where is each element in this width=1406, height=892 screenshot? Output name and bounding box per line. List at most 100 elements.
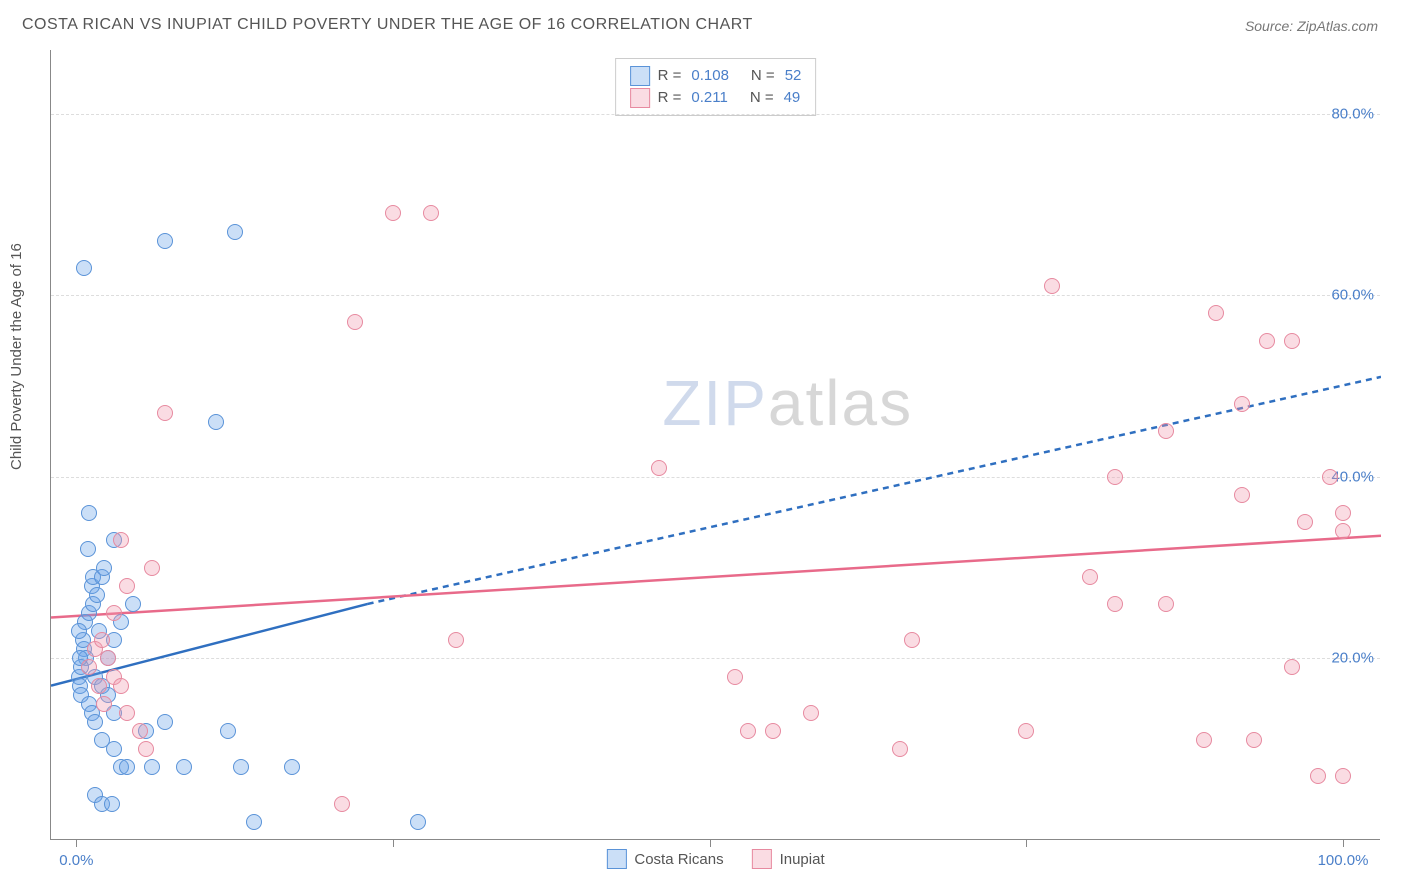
scatter-point bbox=[233, 759, 249, 775]
scatter-point bbox=[1335, 768, 1351, 784]
gridline bbox=[51, 114, 1380, 115]
scatter-point bbox=[80, 541, 96, 557]
legend-swatch-icon bbox=[606, 849, 626, 869]
xtick-label: 0.0% bbox=[59, 852, 93, 869]
legend-item: Costa Ricans bbox=[606, 849, 723, 869]
correlation-legend: R = 0.108 N = 52 R = 0.211 N = 49 bbox=[615, 58, 817, 116]
correlation-legend-row: R = 0.211 N = 49 bbox=[630, 87, 802, 109]
series-legend: Costa Ricans Inupiat bbox=[606, 849, 824, 869]
scatter-point bbox=[125, 596, 141, 612]
scatter-point bbox=[385, 205, 401, 221]
scatter-point bbox=[1284, 659, 1300, 675]
scatter-point bbox=[410, 814, 426, 830]
scatter-point bbox=[96, 696, 112, 712]
chart-title: COSTA RICAN VS INUPIAT CHILD POVERTY UND… bbox=[22, 16, 753, 34]
y-axis-label: Child Poverty Under the Age of 16 bbox=[8, 243, 25, 470]
scatter-point bbox=[1234, 487, 1250, 503]
scatter-point bbox=[220, 723, 236, 739]
watermark-zip: ZIP bbox=[662, 367, 768, 439]
scatter-point bbox=[423, 205, 439, 221]
scatter-point bbox=[803, 705, 819, 721]
scatter-point bbox=[81, 505, 97, 521]
scatter-point bbox=[651, 460, 667, 476]
scatter-point bbox=[1310, 768, 1326, 784]
scatter-point bbox=[1246, 732, 1262, 748]
n-label: N = bbox=[750, 87, 774, 109]
xtick bbox=[76, 839, 77, 847]
scatter-point bbox=[119, 705, 135, 721]
scatter-point bbox=[89, 587, 105, 603]
scatter-point bbox=[1208, 305, 1224, 321]
r-label: R = bbox=[658, 87, 682, 109]
ytick-label: 80.0% bbox=[1331, 105, 1374, 122]
legend-item-label: Inupiat bbox=[780, 851, 825, 868]
scatter-point bbox=[132, 723, 148, 739]
gridline bbox=[51, 658, 1380, 659]
n-label: N = bbox=[751, 65, 775, 87]
xtick-label: 100.0% bbox=[1318, 852, 1369, 869]
scatter-point bbox=[113, 532, 129, 548]
scatter-point bbox=[1158, 423, 1174, 439]
scatter-point bbox=[892, 741, 908, 757]
xtick bbox=[1026, 839, 1027, 847]
scatter-point bbox=[740, 723, 756, 739]
scatter-point bbox=[144, 560, 160, 576]
scatter-point bbox=[284, 759, 300, 775]
scatter-point bbox=[334, 796, 350, 812]
watermark-atlas: atlas bbox=[768, 367, 913, 439]
scatter-point bbox=[1234, 396, 1250, 412]
scatter-point bbox=[104, 796, 120, 812]
scatter-point bbox=[157, 714, 173, 730]
scatter-point bbox=[1335, 505, 1351, 521]
scatter-point bbox=[100, 650, 116, 666]
scatter-plot-area: ZIPatlas R = 0.108 N = 52 R = 0.211 N = … bbox=[50, 50, 1380, 840]
scatter-point bbox=[227, 224, 243, 240]
scatter-point bbox=[71, 623, 87, 639]
scatter-point bbox=[94, 632, 110, 648]
scatter-point bbox=[106, 605, 122, 621]
n-value: 52 bbox=[785, 65, 802, 87]
scatter-point bbox=[1044, 278, 1060, 294]
scatter-point bbox=[1297, 514, 1313, 530]
scatter-point bbox=[113, 678, 129, 694]
scatter-point bbox=[138, 741, 154, 757]
n-value: 49 bbox=[784, 87, 801, 109]
gridline bbox=[51, 477, 1380, 478]
legend-swatch-icon bbox=[752, 849, 772, 869]
gridline bbox=[51, 295, 1380, 296]
scatter-point bbox=[727, 669, 743, 685]
scatter-point bbox=[81, 659, 97, 675]
scatter-point bbox=[1107, 469, 1123, 485]
legend-item-label: Costa Ricans bbox=[634, 851, 723, 868]
scatter-point bbox=[119, 759, 135, 775]
xtick bbox=[393, 839, 394, 847]
scatter-point bbox=[1259, 333, 1275, 349]
scatter-point bbox=[176, 759, 192, 775]
xtick bbox=[1343, 839, 1344, 847]
legend-swatch-icon bbox=[630, 66, 650, 86]
scatter-point bbox=[94, 732, 110, 748]
scatter-point bbox=[1322, 469, 1338, 485]
scatter-point bbox=[1284, 333, 1300, 349]
r-label: R = bbox=[658, 65, 682, 87]
scatter-point bbox=[904, 632, 920, 648]
ytick-label: 20.0% bbox=[1331, 650, 1374, 667]
scatter-point bbox=[1018, 723, 1034, 739]
scatter-point bbox=[1107, 596, 1123, 612]
r-value: 0.108 bbox=[691, 65, 729, 87]
watermark-text: ZIPatlas bbox=[662, 366, 913, 440]
scatter-point bbox=[1158, 596, 1174, 612]
legend-swatch-icon bbox=[630, 88, 650, 108]
scatter-point bbox=[87, 714, 103, 730]
ytick-label: 60.0% bbox=[1331, 287, 1374, 304]
scatter-point bbox=[347, 314, 363, 330]
scatter-point bbox=[1196, 732, 1212, 748]
scatter-point bbox=[157, 405, 173, 421]
source-label: Source: ZipAtlas.com bbox=[1245, 18, 1378, 34]
scatter-point bbox=[765, 723, 781, 739]
legend-item: Inupiat bbox=[752, 849, 825, 869]
scatter-point bbox=[448, 632, 464, 648]
scatter-point bbox=[157, 233, 173, 249]
scatter-point bbox=[1335, 523, 1351, 539]
scatter-point bbox=[76, 260, 92, 276]
